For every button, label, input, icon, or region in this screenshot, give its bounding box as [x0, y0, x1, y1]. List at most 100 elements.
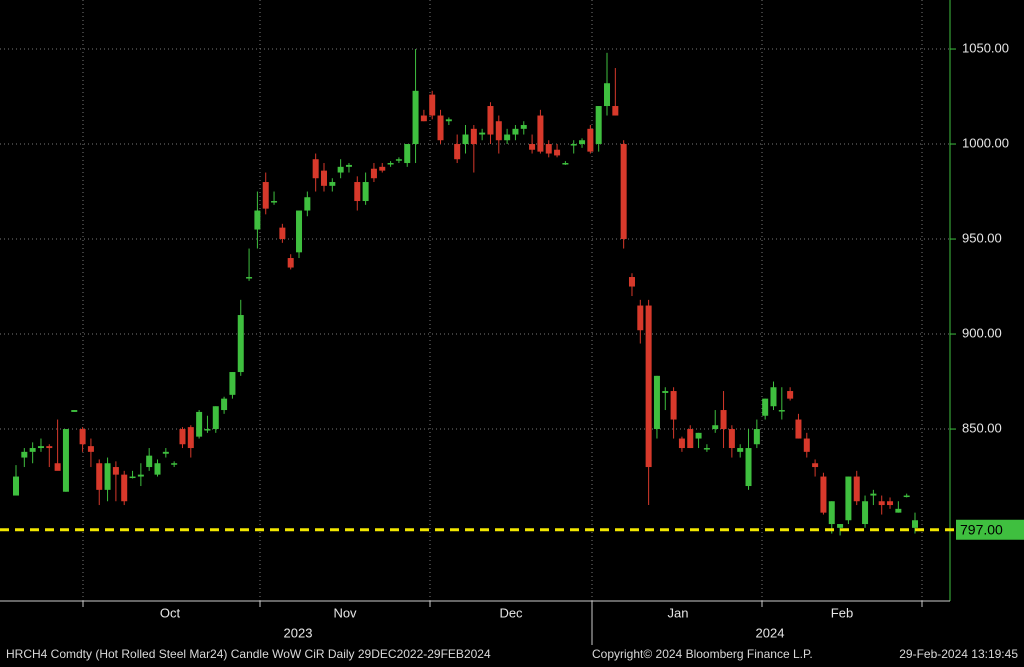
candle-body	[762, 398, 769, 416]
candle-body	[370, 168, 377, 179]
month-label: Nov	[333, 605, 357, 620]
candle-body	[204, 429, 211, 431]
candle-body	[845, 476, 852, 521]
candle-body	[379, 166, 386, 171]
y-tick-label: 950.00	[962, 230, 1002, 245]
candle-body	[29, 448, 36, 452]
candle-body	[112, 467, 119, 475]
candle-body	[653, 375, 660, 430]
candle-body	[104, 463, 111, 490]
candle-body	[287, 258, 294, 268]
candle-body	[96, 463, 103, 490]
candle-body	[870, 493, 877, 496]
candle-body	[345, 164, 352, 167]
candle-body	[878, 501, 885, 506]
candle-body	[454, 144, 461, 160]
candle-body	[13, 476, 19, 496]
candle-body	[612, 106, 619, 116]
footer-left: HRCH4 Comdty (Hot Rolled Steel Mar24) Ca…	[6, 647, 491, 661]
candle-body	[620, 144, 627, 240]
candle-body	[337, 166, 344, 173]
candle-body	[362, 182, 369, 202]
candle-body	[570, 144, 577, 146]
candle-body	[837, 524, 844, 528]
candle-body	[687, 429, 694, 449]
candle-body	[279, 227, 286, 240]
candle-body	[678, 438, 685, 449]
year-label: 2024	[756, 625, 785, 640]
candle-body	[812, 463, 819, 468]
candle-body	[912, 520, 918, 528]
candle-body	[778, 410, 785, 412]
month-label: Oct	[160, 605, 181, 620]
candle-body	[637, 305, 644, 331]
candle-body	[21, 451, 28, 458]
candle-body	[645, 305, 652, 468]
candle-body	[820, 476, 827, 513]
footer-center: Copyright© 2024 Bloomberg Finance L.P.	[592, 647, 813, 661]
candle-body	[354, 182, 361, 202]
candle-body	[171, 463, 178, 465]
candle-body	[737, 448, 744, 452]
candle-body	[479, 132, 486, 135]
candle-body	[712, 425, 719, 430]
candle-body	[703, 448, 710, 450]
x-tick-marks	[82, 601, 923, 645]
last-price-box	[956, 519, 1024, 540]
candle-body	[853, 476, 860, 502]
candle-body	[212, 406, 219, 430]
candle-body	[445, 119, 452, 122]
candle-body	[770, 387, 777, 407]
candle-body	[187, 427, 194, 449]
candle-body	[62, 429, 69, 492]
last-price-label: 797.00	[960, 521, 1003, 537]
candle-body	[887, 501, 894, 506]
candle-body	[670, 391, 677, 420]
candle-body	[787, 391, 794, 399]
candle-body	[71, 410, 78, 412]
candle-body	[129, 476, 136, 479]
candle-body	[695, 432, 702, 439]
candle-body	[37, 446, 44, 449]
candle-body	[54, 463, 61, 471]
candle-body	[562, 163, 569, 165]
candle-body	[387, 163, 394, 165]
month-label: Dec	[499, 605, 523, 620]
candle-body	[146, 455, 153, 468]
candle-body	[154, 463, 161, 475]
candle-body	[79, 429, 86, 445]
candle-body	[304, 197, 311, 211]
candle-body	[512, 128, 519, 135]
candle-body	[296, 210, 303, 253]
candle-body	[237, 315, 244, 373]
candle-body	[803, 438, 810, 452]
candle-body	[554, 149, 561, 156]
candle-body	[320, 170, 327, 186]
candle-body	[429, 94, 436, 116]
candle-body	[487, 106, 494, 135]
candle-body	[745, 448, 752, 487]
candle-body	[828, 501, 835, 525]
candle-body	[862, 501, 869, 525]
candle-body	[579, 140, 586, 145]
candle-body	[520, 125, 527, 129]
candle-body	[495, 121, 502, 141]
candle-body	[537, 115, 544, 152]
y-tick-label: 900.00	[962, 325, 1002, 340]
candle-body	[595, 106, 602, 145]
candle-body	[404, 144, 411, 164]
candle-body	[437, 115, 444, 141]
y-tick-label: 1050.00	[962, 40, 1009, 55]
y-tick-label: 1000.00	[962, 135, 1009, 150]
year-label: 2023	[284, 625, 313, 640]
candle-body	[753, 429, 760, 445]
month-label: Feb	[831, 605, 853, 620]
candle-body	[470, 128, 477, 145]
candle-body	[179, 429, 186, 445]
candle-body	[87, 446, 94, 452]
candle-body	[412, 90, 419, 145]
candle-body	[420, 115, 427, 122]
candle-body	[795, 419, 802, 439]
